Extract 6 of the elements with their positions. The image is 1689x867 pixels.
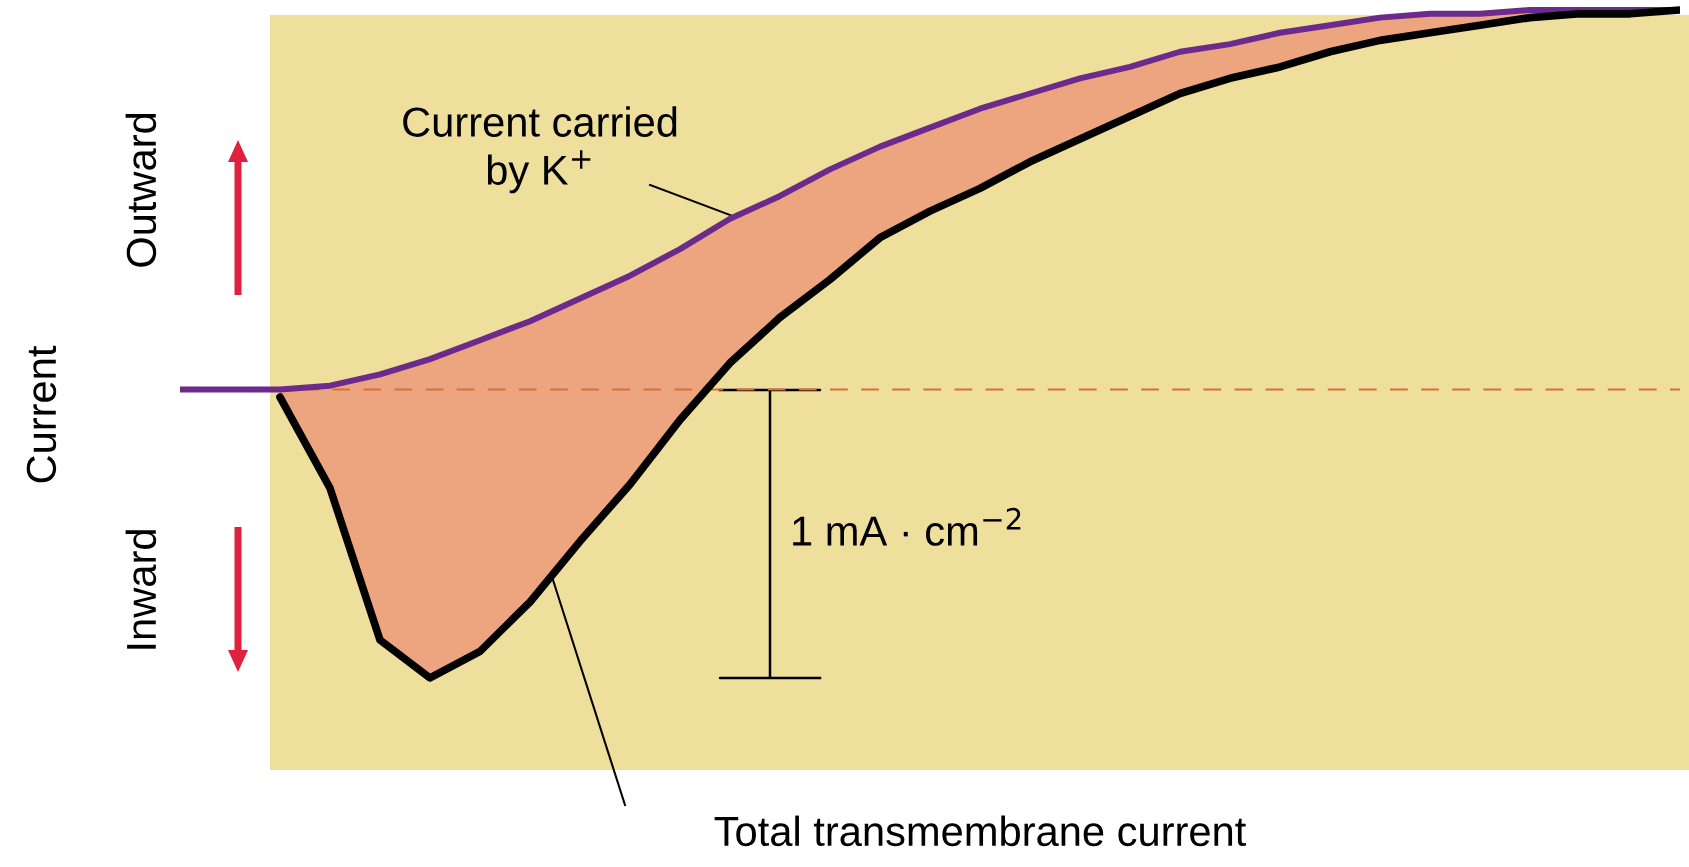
text: Total transmembrane current xyxy=(714,815,1247,847)
y-axis-title: Current xyxy=(26,345,57,483)
annotation: Current carried by K$^{+}$ xyxy=(403,106,677,194)
annotation: Inward xyxy=(125,530,157,649)
annotation: Outward xyxy=(125,113,157,267)
annotation: 1 mA · cm$^{−2}$ xyxy=(793,507,1021,546)
